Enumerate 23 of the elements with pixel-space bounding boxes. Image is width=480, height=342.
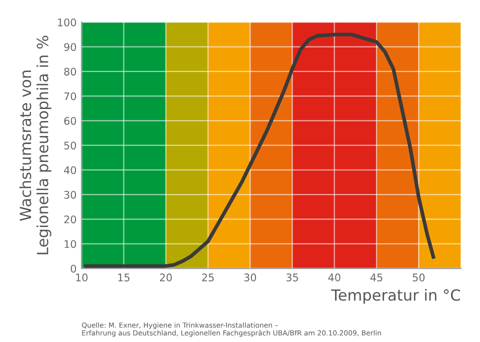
x-tick-label: 30	[244, 274, 256, 282]
y-tick-label: 70	[64, 92, 76, 100]
x-tick-label: 20	[160, 274, 172, 282]
x-tick-label: 15	[118, 274, 130, 282]
y-tick-label: 100	[58, 18, 76, 26]
x-tick-label: 25	[202, 274, 214, 282]
y-tick-label: 50	[64, 142, 76, 150]
x-tick-label: 35	[286, 274, 298, 282]
y-axis-title: Wachstumsrate von Legionella pneumophila in %	[19, 36, 52, 254]
y-tick-label: 40	[64, 166, 76, 174]
y-tick-label: 30	[64, 190, 76, 199]
x-tick-label: 10	[76, 274, 88, 282]
y-tick-label: 20	[64, 215, 76, 224]
y-tick-label: 0	[70, 264, 76, 273]
y-tick-label: 60	[64, 116, 76, 125]
line-series	[82, 32, 436, 268]
x-tick-label: 45	[370, 274, 382, 282]
x-tick-label: 50	[412, 274, 425, 282]
x-axis-title: Temperatur in °C	[331, 288, 460, 304]
y-tick-label: 10	[64, 240, 76, 248]
x-tick-label: 40	[328, 274, 340, 282]
y-tick-label: 80	[64, 68, 76, 76]
y-tick-label: 90	[64, 43, 76, 51]
